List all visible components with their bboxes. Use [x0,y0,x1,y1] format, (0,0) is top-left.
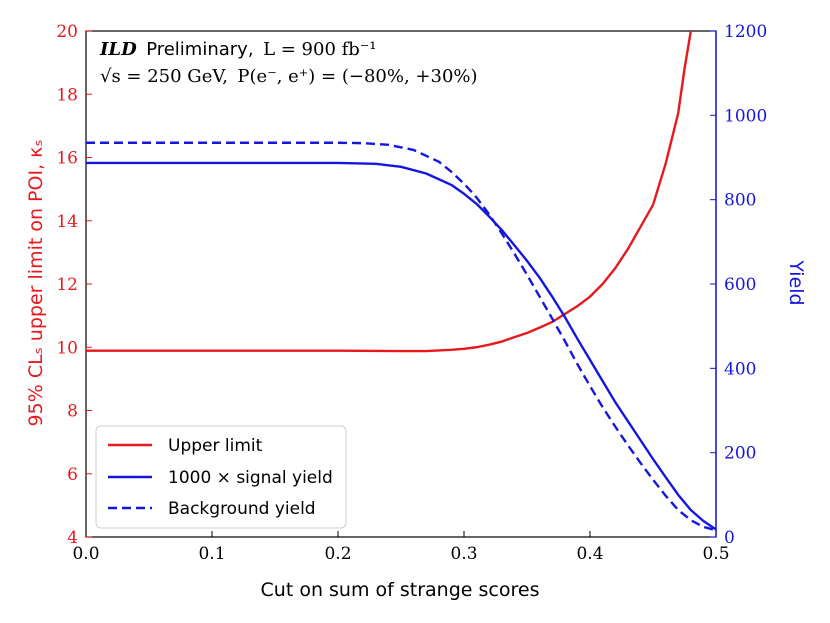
series-layer [86,31,716,532]
y-left-tick-label: 18 [56,85,78,105]
y-left-tick-label: 10 [56,338,78,358]
x-tick-label: 0.1 [198,544,225,564]
y-right-tick-label: 400 [724,359,756,379]
legend-label-background-yield: Background yield [168,499,316,519]
legend: Upper limit 1000 × signal yield Backgrou… [95,425,347,529]
energy: √s = 250 GeV, [100,66,228,87]
y-right-tick-label: 1000 [724,106,767,126]
legend-label-upper-limit: Upper limit [168,436,263,456]
legend-box [95,425,347,529]
y-right-axis-label: Yield [785,259,807,305]
annotation-line-2: √s = 250 GeV, P(e⁻, e⁺) = (−80%, +30%) [100,66,478,87]
x-tick-label: 0.0 [72,544,99,564]
annotation-line-1: ILD Preliminary, L = 900 fb⁻¹ [99,39,377,60]
y-right-tick-label: 1200 [724,22,767,42]
legend-label-signal-yield: 1000 × signal yield [168,468,333,488]
y-right-tick-label: 600 [724,275,756,295]
experiment-name: ILD [99,39,137,60]
y-left-tick-label: 4 [67,528,78,548]
y-left-axis-ticks: 4 6 8 10 12 14 16 18 20 [56,22,92,548]
x-tick-label: 0.4 [576,544,603,564]
x-tick-label: 0.3 [450,544,477,564]
y-left-axis-label: 95% CLₛ upper limit on POI, κₛ [25,140,47,427]
y-right-tick-label: 800 [724,191,756,211]
y-right-axis-ticks: 0 200 400 600 800 1000 1200 [710,22,767,548]
y-right-tick-label: 0 [724,528,735,548]
y-right-tick-label: 200 [724,444,756,464]
x-tick-label: 0.2 [324,544,351,564]
x-axis-label: Cut on sum of strange scores [261,579,540,601]
y-left-tick-label: 14 [56,212,78,232]
y-left-tick-label: 6 [67,465,78,485]
y-left-tick-label: 8 [67,402,78,422]
polarisation: P(e⁻, e⁺) = (−80%, +30%) [237,66,477,87]
luminosity: L = 900 fb⁻¹ [263,39,376,60]
annotation: ILD Preliminary, L = 900 fb⁻¹ √s = 250 G… [99,39,478,87]
y-left-tick-label: 20 [56,22,78,42]
y-left-tick-label: 16 [56,149,78,169]
x-tick-label: 0.5 [702,544,729,564]
y-left-tick-label: 12 [56,275,78,295]
status-label: Preliminary, [146,39,253,60]
series-line-1000-signal-yield [86,161,716,531]
series-line-upper-limit [86,31,692,353]
x-axis-ticks: 0.0 0.1 0.2 0.3 0.4 0.5 [72,531,730,564]
